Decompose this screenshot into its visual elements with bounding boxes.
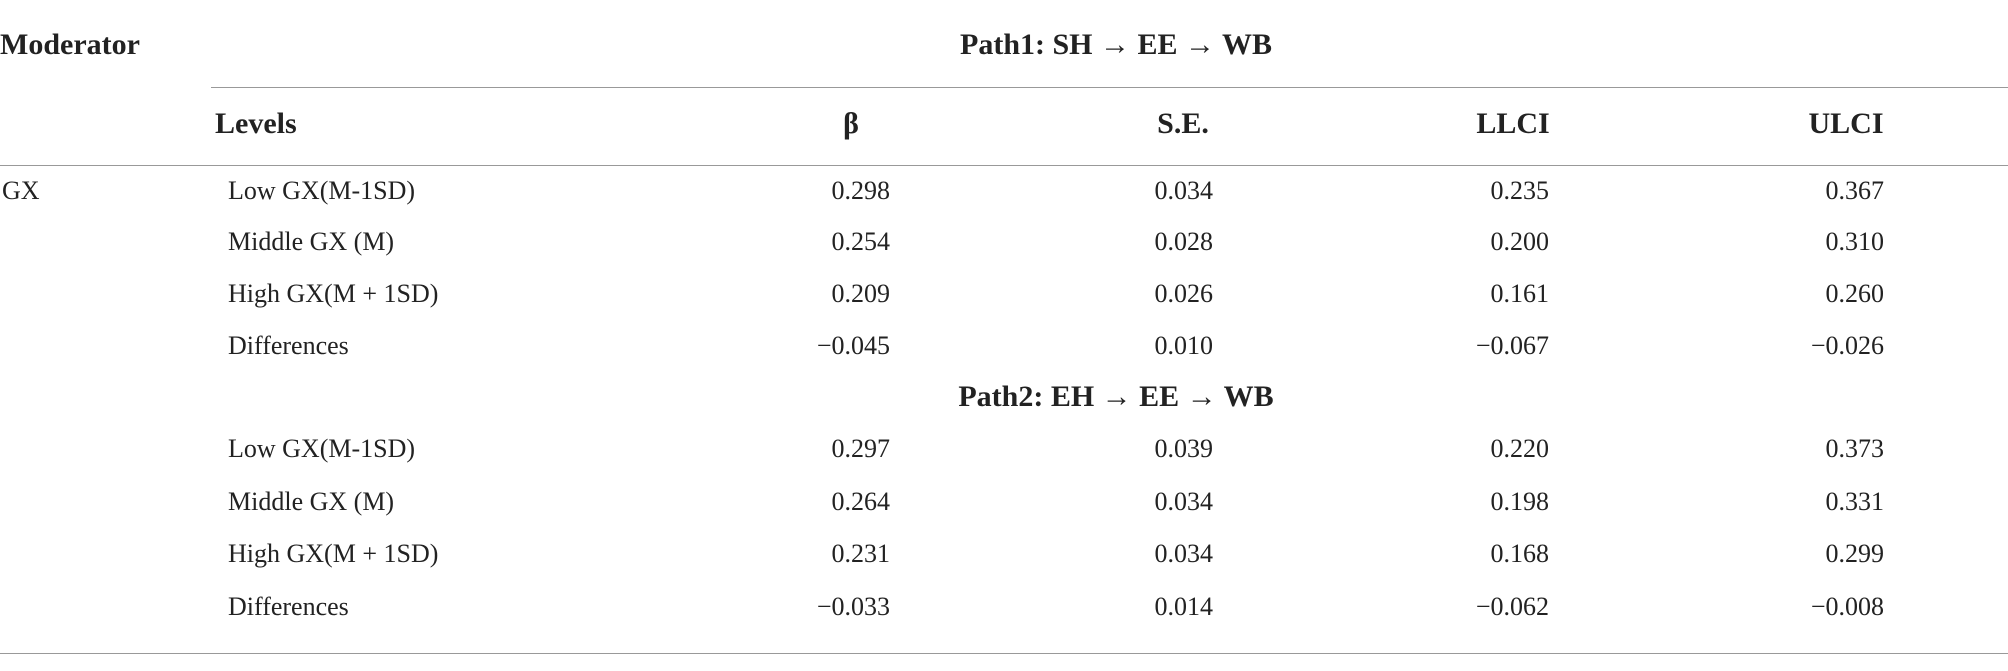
cell-value: 0.209 <box>831 279 891 308</box>
cell-value: 0.198 <box>1490 487 1550 516</box>
cell-value: 0.235 <box>1490 176 1550 205</box>
cell-value: 0.010 <box>1154 331 1214 360</box>
cell-value: −0.033 <box>816 592 890 621</box>
cell-value: 0.367 <box>1825 176 1885 205</box>
rule <box>211 87 2008 88</box>
cell-value: 0.231 <box>831 539 891 568</box>
level-label: Low GX(M-1SD) <box>228 176 416 205</box>
level-label: Differences <box>228 592 349 621</box>
level-label: High GX(M + 1SD) <box>228 539 439 568</box>
cell-value: 0.034 <box>1154 539 1214 568</box>
rule <box>0 653 2008 654</box>
moderator-value: GX <box>2 176 40 205</box>
cell-value: 0.260 <box>1825 279 1885 308</box>
column-header: S.E. <box>1157 107 1209 140</box>
level-label: Middle GX (M) <box>228 487 395 516</box>
cell-value: 0.161 <box>1490 279 1550 308</box>
cell-value: 0.168 <box>1490 539 1550 568</box>
level-label: High GX(M + 1SD) <box>228 279 439 308</box>
cell-value: 0.299 <box>1825 539 1885 568</box>
cell-value: 0.297 <box>831 434 891 463</box>
cell-value: 0.026 <box>1154 279 1214 308</box>
panel-title: Path1: SH → EE → WB <box>960 28 1272 61</box>
level-label: Low GX(M-1SD) <box>228 434 416 463</box>
levels-header: Levels <box>215 107 297 140</box>
cell-value: 0.310 <box>1825 227 1885 256</box>
column-header: LLCI <box>1476 107 1550 140</box>
cell-value: 0.331 <box>1825 487 1885 516</box>
cell-value: 0.034 <box>1154 487 1214 516</box>
column-header: ULCI <box>1808 107 1884 140</box>
level-label: Differences <box>228 331 349 360</box>
cell-value: 0.220 <box>1490 434 1550 463</box>
moderator-header: Moderator <box>0 28 140 61</box>
cell-value: 0.034 <box>1154 176 1214 205</box>
cell-value: 0.028 <box>1154 227 1214 256</box>
cell-value: −0.045 <box>816 331 890 360</box>
cell-value: −0.026 <box>1810 331 1884 360</box>
cell-value: 0.200 <box>1490 227 1550 256</box>
cell-value: −0.008 <box>1810 592 1884 621</box>
cell-value: 0.254 <box>831 227 891 256</box>
cell-value: 0.014 <box>1154 592 1214 621</box>
cell-value: 0.039 <box>1154 434 1214 463</box>
cell-value: −0.067 <box>1475 331 1549 360</box>
level-label: Middle GX (M) <box>228 227 395 256</box>
cell-value: −0.062 <box>1475 592 1549 621</box>
cell-value: 0.373 <box>1825 434 1885 463</box>
rule <box>0 165 2008 166</box>
panel-title: Path2: EH → EE → WB <box>958 380 1274 413</box>
column-header: β <box>843 107 859 140</box>
cell-value: 0.264 <box>831 487 891 516</box>
cell-value: 0.298 <box>831 176 891 205</box>
